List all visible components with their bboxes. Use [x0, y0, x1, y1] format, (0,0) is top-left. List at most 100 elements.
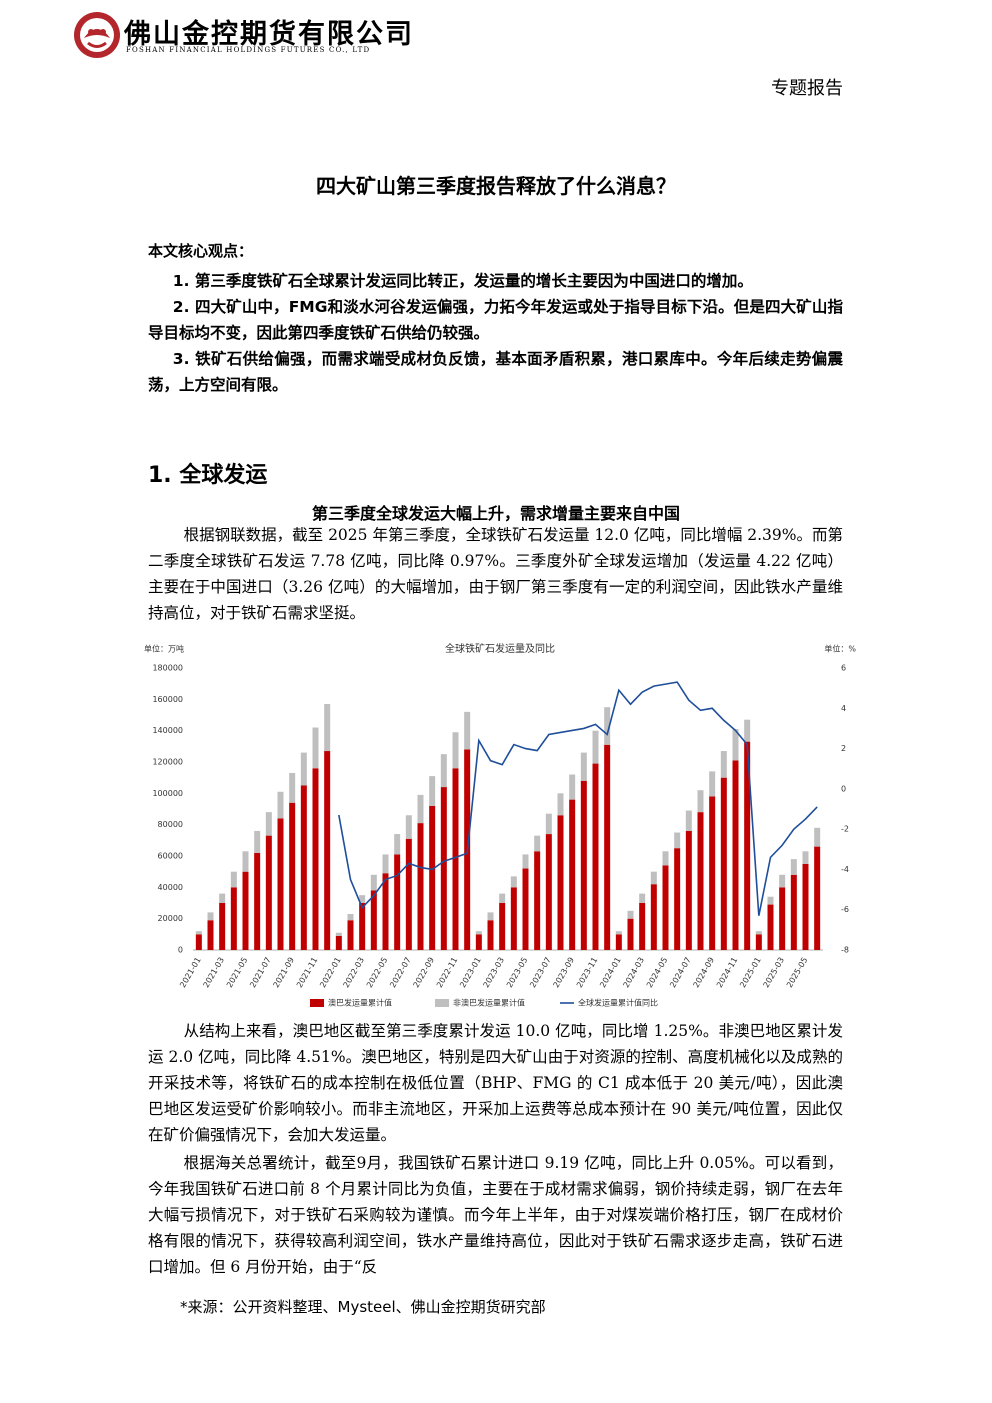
- bar-segment: [569, 774, 576, 800]
- bar-segment: [685, 830, 692, 950]
- section-heading: 1. 全球发运: [148, 463, 268, 488]
- bar-segment: [755, 934, 762, 950]
- bar-segment: [767, 904, 774, 950]
- bar-segment: [697, 812, 704, 950]
- legend-label: 澳巴发运量累计值: [328, 998, 392, 1008]
- bar-segment: [674, 832, 681, 849]
- bar-segment: [709, 796, 716, 950]
- bar-segment: [755, 931, 762, 935]
- y-tick-label: 80000: [158, 820, 183, 829]
- x-tick-label: 2023-07: [528, 956, 553, 989]
- bar-segment: [744, 741, 751, 950]
- bar-segment: [324, 704, 331, 752]
- bar-segment: [592, 730, 599, 764]
- bar-segment: [627, 910, 634, 919]
- bar-segment: [242, 871, 249, 950]
- bar-segment: [429, 776, 436, 806]
- x-tick-label: 2022-01: [318, 956, 343, 989]
- bar-segment: [580, 780, 587, 950]
- bar-segment: [312, 768, 319, 950]
- x-tick-label: 2023-03: [482, 956, 507, 989]
- bar-segment: [510, 876, 517, 888]
- bar-segment: [779, 887, 786, 950]
- y-tick-label: 100000: [152, 789, 183, 798]
- x-tick-label: 2021-07: [248, 956, 273, 989]
- bar-segment: [475, 931, 482, 935]
- bar-segment: [324, 751, 331, 950]
- x-tick-label: 2025-01: [738, 956, 763, 989]
- bar-segment: [207, 920, 214, 950]
- bar-segment: [277, 818, 284, 950]
- bar-segment: [312, 727, 319, 769]
- bar-segment: [569, 799, 576, 950]
- bar-segment: [732, 729, 739, 761]
- line: [338, 681, 818, 916]
- bar-segment: [779, 874, 786, 888]
- chart-title: 全球铁矿石发运量及同比: [445, 642, 555, 655]
- summary-point: 3. 铁矿石供给偏强，而需求端受成材负反馈，基本面矛盾积累，港口累库中。今年后续…: [148, 350, 843, 394]
- source-note: *来源：公开资料整理、Mysteel、佛山金控期货研究部: [180, 1298, 546, 1316]
- bar-segment: [545, 813, 552, 835]
- bar-segment: [254, 830, 261, 853]
- bar-segment: [300, 752, 307, 786]
- bar-segment: [720, 777, 727, 950]
- bar-segment: [744, 719, 751, 742]
- bar-segment: [662, 851, 669, 866]
- bar-segment: [452, 768, 459, 950]
- bar-segment: [195, 931, 202, 935]
- x-tick-label: 2022-03: [342, 956, 367, 989]
- bar-segment: [487, 920, 494, 950]
- legend-swatch: [435, 999, 449, 1007]
- bar-segment: [405, 838, 412, 950]
- bar-segment: [289, 772, 296, 803]
- x-tick-label: 2022-09: [412, 956, 437, 989]
- bar-segment: [289, 802, 296, 950]
- bar-segment: [697, 790, 704, 813]
- y-tick-label: 20000: [158, 914, 183, 923]
- y2-tick-label: -4: [841, 865, 849, 874]
- bar-segment: [230, 871, 237, 888]
- logo: [74, 12, 120, 58]
- left-axis-unit: 单位：万吨: [144, 644, 184, 654]
- bar-segment: [615, 934, 622, 950]
- legend-swatch: [310, 999, 324, 1007]
- bar-segment: [557, 793, 564, 816]
- legend-label: 非澳巴发运量累计值: [453, 998, 525, 1008]
- bar-segment: [732, 760, 739, 950]
- y2-tick-label: 0: [841, 784, 846, 793]
- bar-segment: [487, 912, 494, 921]
- bar-segment: [382, 854, 389, 874]
- bar-segment: [802, 851, 809, 864]
- y-tick-label: 140000: [152, 726, 183, 735]
- bar-segment: [627, 918, 634, 950]
- bar-segment: [265, 812, 272, 836]
- bar-segment: [475, 934, 482, 950]
- paragraph: 根据钢联数据，截至 2025 年第三季度，全球铁矿石发运量 12.0 亿吨，同比…: [148, 526, 843, 622]
- x-tick-label: 2023-01: [458, 956, 483, 989]
- y2-tick-label: -6: [841, 905, 849, 914]
- bar-segment: [219, 903, 226, 950]
- x-tick-label: 2021-09: [272, 956, 297, 989]
- y-tick-label: 120000: [152, 758, 183, 767]
- y-tick-label: 40000: [158, 883, 183, 892]
- y2-tick-label: 2: [841, 744, 846, 753]
- x-tick-label: 2024-05: [645, 956, 670, 989]
- x-tick-label: 2024-01: [598, 956, 623, 989]
- bar-segment: [277, 791, 284, 819]
- bar-segment: [499, 903, 506, 950]
- bar-segment: [230, 887, 237, 950]
- x-tick-label: 2024-03: [622, 956, 647, 989]
- bar-segment: [265, 835, 272, 950]
- x-tick-label: 2025-05: [785, 956, 810, 989]
- bar-segment: [650, 884, 657, 950]
- bar-segment: [650, 871, 657, 885]
- x-tick-label: 2021-03: [202, 956, 227, 989]
- bar-segment: [429, 805, 436, 950]
- x-tick-label: 2023-05: [505, 956, 530, 989]
- bar-segment: [790, 874, 797, 950]
- y2-tick-label: 6: [841, 664, 846, 673]
- paragraph: 根据海关总署统计，截至9月，我国铁矿石累计进口 9.19 亿吨，同比上升 0.0…: [148, 1154, 843, 1276]
- title: 四大矿山第三季度报告释放了什么消息？: [316, 174, 676, 198]
- y-tick-label: 160000: [152, 695, 183, 704]
